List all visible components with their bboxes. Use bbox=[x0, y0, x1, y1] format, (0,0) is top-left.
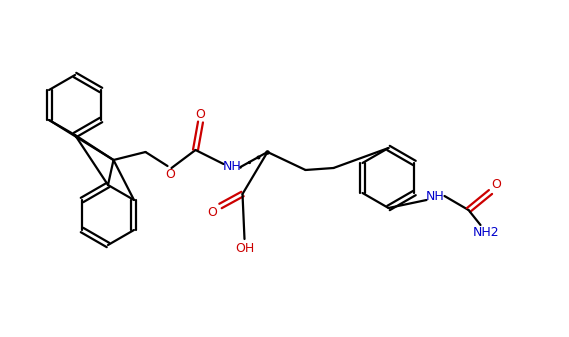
Text: NH2: NH2 bbox=[473, 225, 500, 239]
Text: O: O bbox=[208, 206, 217, 218]
Text: NH: NH bbox=[426, 189, 445, 203]
Text: NH: NH bbox=[223, 160, 242, 174]
Text: OH: OH bbox=[235, 243, 254, 255]
Text: O: O bbox=[166, 167, 175, 181]
Text: O: O bbox=[492, 178, 501, 190]
Text: O: O bbox=[196, 108, 205, 121]
